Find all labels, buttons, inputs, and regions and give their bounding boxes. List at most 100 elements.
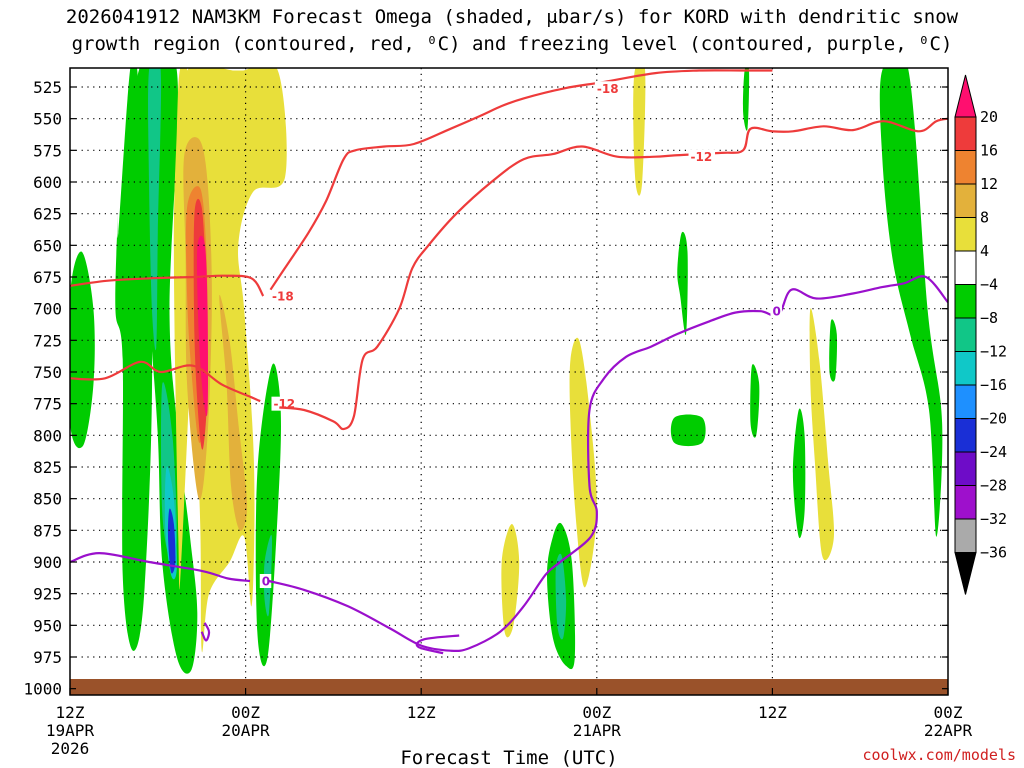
colorbar-box: [954, 518, 977, 553]
colorbar-label: −12: [980, 343, 1007, 361]
omega-region--8: [829, 319, 838, 382]
omega-region--12: [555, 553, 567, 640]
credit-text: coolwx.com/models: [862, 746, 1016, 764]
x-tick-label: 2026: [51, 739, 90, 758]
grid: [70, 68, 948, 695]
colorbar-box: [954, 284, 977, 319]
y-tick-label: 600: [33, 173, 62, 192]
colorbar-box: [954, 250, 977, 285]
omega-region--8: [70, 251, 95, 449]
x-tick-label: 22APR: [924, 721, 973, 740]
omega-region--24: [167, 508, 176, 574]
omega-regions: [70, 68, 943, 674]
omega-region--8: [670, 414, 706, 447]
omega-region-4: [633, 68, 646, 196]
omega-region--8: [879, 68, 943, 537]
omega-region--8: [677, 231, 688, 336]
dgz-contour-1: [269, 69, 773, 291]
dgz-label-bg: [594, 81, 622, 96]
colorbar-box: [954, 150, 977, 185]
y-tick-label: 975: [33, 648, 62, 667]
colorbar: 20 16 12 8 4 −4 −8 −12 −16 −20 −24 −28 −32 −36: [954, 74, 1007, 595]
colorbar-box: [954, 485, 977, 520]
x-tick-label: 12Z: [56, 703, 85, 722]
freezing-contour-3: [415, 634, 460, 655]
y-tick-label: 900: [33, 553, 62, 572]
colorbar-label: −16: [980, 376, 1007, 394]
x-tick-label: 20APR: [222, 721, 271, 740]
y-tick-label: 525: [33, 78, 62, 97]
colorbar-label: −28: [980, 477, 1007, 495]
omega-region--12: [148, 68, 162, 350]
freezing-contour-label: 0: [772, 305, 780, 319]
dgz-label-bg: [270, 289, 297, 303]
colorbar-label: 8: [980, 209, 989, 227]
dgz-label-bg: [688, 149, 716, 164]
omega-region--8: [792, 408, 806, 539]
y-tick-label: 650: [33, 236, 62, 255]
x-axis-label: Forecast Time (UTC): [400, 747, 617, 768]
colorbar-label: −32: [980, 510, 1007, 528]
terrain: [70, 679, 948, 695]
chart-title-line2: growth region (contoured, red, ⁰C) and f…: [72, 33, 953, 55]
dgz-contour-label: -18: [597, 82, 619, 96]
omega-region--8: [742, 68, 750, 131]
y-tick-label: 775: [33, 395, 62, 414]
omega-region--8: [750, 364, 760, 438]
y-tick-label: 675: [33, 268, 62, 287]
x-tick-label: 12Z: [758, 703, 787, 722]
omega-region-4: [809, 308, 835, 561]
colorbar-label: 20: [980, 108, 998, 126]
y-tick-label: 625: [33, 205, 62, 224]
omega-region-8: [219, 294, 248, 531]
dgz-contour-3: [279, 117, 948, 431]
freezing-label-bg: [770, 304, 782, 319]
y-tick-label: 1000: [23, 680, 62, 699]
colorbar-box: [954, 116, 977, 151]
y-tick-label: 575: [33, 141, 62, 160]
y-tick-label: 925: [33, 585, 62, 604]
y-tick-label: 950: [33, 616, 62, 635]
dgz-contour-label: -12: [691, 150, 713, 164]
y-tick-label: 850: [33, 490, 62, 509]
x-tick-label: 00Z: [934, 703, 963, 722]
omega-region-4: [569, 337, 597, 588]
colorbar-box: [954, 384, 977, 419]
y-tick-label: 825: [33, 458, 62, 477]
omega-region--8: [115, 68, 153, 651]
dgz-contour-2: [70, 360, 261, 403]
y-tick-label: 550: [33, 110, 62, 129]
omega-region--8: [255, 363, 281, 667]
colorbar-label: −20: [980, 410, 1007, 428]
y-axis: 525 550 575 600 625 650 675 700 725 750 775 800 825 8…: [23, 78, 948, 699]
x-tick-label: 21APR: [573, 721, 622, 740]
dgz-contour-0: [70, 274, 265, 297]
freezing-contour-1: [268, 275, 948, 653]
freezing-contour-label: 0: [262, 575, 270, 589]
colorbar-label: −4: [980, 276, 998, 294]
colorbar-box: [954, 451, 977, 486]
freezing-label-bg: [259, 574, 272, 588]
chart-title-line1: 2026041912 NAM3KM Forecast Omega (shaded…: [66, 6, 959, 28]
colorbar-top-arrow: [954, 74, 977, 118]
colorbar-label: −8: [980, 309, 998, 327]
colorbar-label: −24: [980, 443, 1007, 461]
x-tick-label: 19APR: [46, 721, 95, 740]
colorbar-box: [954, 217, 977, 252]
dgz-contour-label: -18: [272, 290, 294, 304]
y-tick-label: 875: [33, 521, 62, 540]
x-tick-label: 12Z: [407, 703, 436, 722]
y-tick-label: 750: [33, 363, 62, 382]
freezing-contour-0: [70, 551, 251, 583]
colorbar-label: 16: [980, 142, 998, 160]
y-tick-label: 800: [33, 426, 62, 445]
x-tick-label: 00Z: [231, 703, 260, 722]
x-tick-label: 00Z: [582, 703, 611, 722]
colorbar-box: [954, 351, 977, 386]
y-tick-label: 700: [33, 300, 62, 319]
colorbar-box: [954, 183, 977, 218]
colorbar-box: [954, 418, 977, 453]
y-tick-label: 725: [33, 331, 62, 350]
